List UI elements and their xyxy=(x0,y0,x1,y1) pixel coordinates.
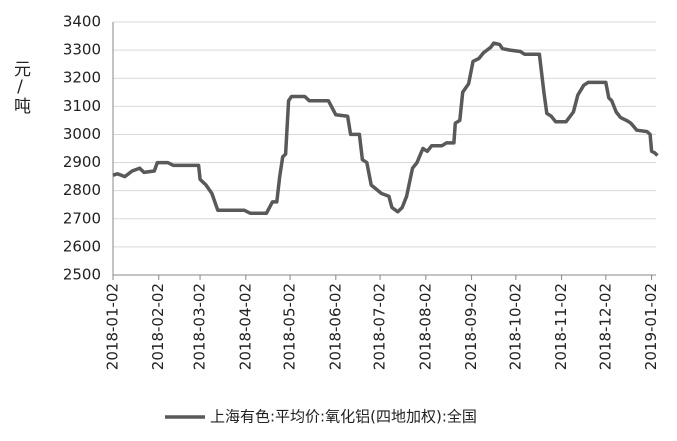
x-tick-label: 2019-01-02 xyxy=(642,283,660,370)
x-tick-label: 2018-11-02 xyxy=(552,283,570,370)
legend-label: 上海有色:平均价:氧化铝(四地加权):全国 xyxy=(210,408,477,426)
y-tick-label: 3200 xyxy=(63,69,101,87)
x-tick-label: 2018-09-02 xyxy=(462,283,480,370)
data-line xyxy=(112,41,659,215)
x-tick-label: 2018-10-02 xyxy=(506,283,524,370)
y-tick-label: 3300 xyxy=(63,41,101,59)
x-tick-label: 2018-04-02 xyxy=(236,283,254,370)
x-tick-label: 2018-07-02 xyxy=(371,283,389,370)
x-tick-label: 2018-01-02 xyxy=(104,283,122,370)
y-tick-label: 2500 xyxy=(63,266,101,284)
y-tick-label: 2900 xyxy=(63,153,101,171)
y-axis-label: 元/吨 xyxy=(10,60,31,114)
x-tick-label: 2018-12-02 xyxy=(596,283,614,370)
x-tick-label: 2018-02-02 xyxy=(149,283,167,370)
y-tick-label: 3100 xyxy=(63,97,101,115)
y-tick-label: 3400 xyxy=(63,13,101,31)
x-tick-label: 2018-08-02 xyxy=(416,283,434,370)
x-tick-label: 2018-06-02 xyxy=(326,283,344,370)
x-tick-label: 2018-03-02 xyxy=(191,283,209,370)
y-tick-label: 2800 xyxy=(63,181,101,199)
x-tick-label: 2018-05-02 xyxy=(281,283,299,370)
y-tick-label: 3000 xyxy=(63,125,101,143)
y-tick-label: 2700 xyxy=(63,209,101,227)
y-tick-label: 2600 xyxy=(63,237,101,255)
